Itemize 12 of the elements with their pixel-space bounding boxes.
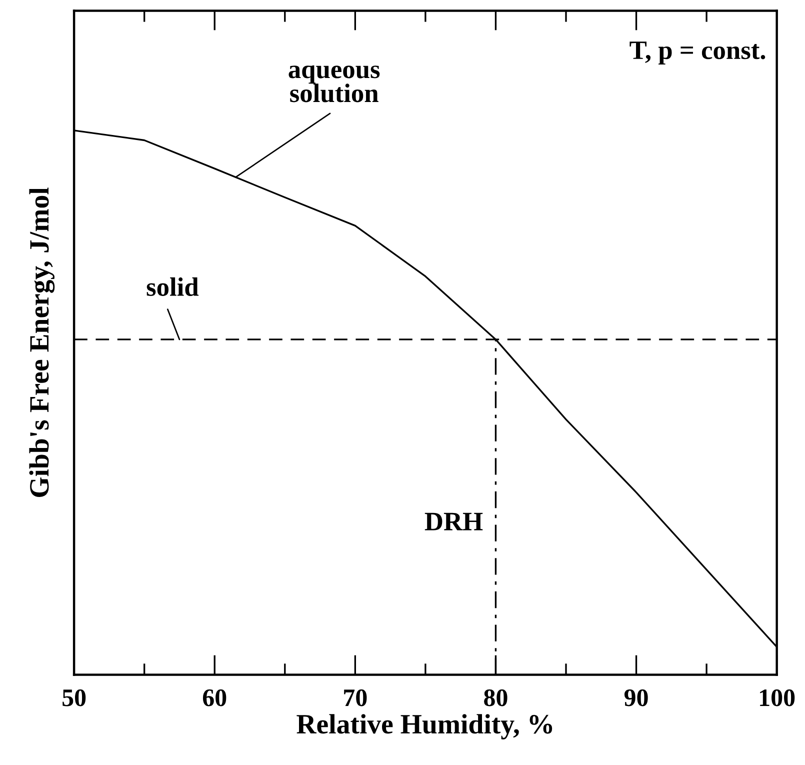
x-tick-label: 50 xyxy=(62,689,86,706)
y-axis-title: Gibb's Free Energy, J/mol xyxy=(29,188,55,497)
ref-line-label: DRH xyxy=(424,512,483,530)
x-tick-label: 70 xyxy=(344,689,367,706)
text: aqueous solution xyxy=(288,65,380,102)
x-tick-label: 100 xyxy=(760,689,795,706)
x-tick-label: 90 xyxy=(624,689,648,706)
text: T, p = const. xyxy=(630,42,766,65)
x-tick-label: 60 xyxy=(202,689,226,706)
x-axis-title: Relative Humidity, % xyxy=(296,714,552,740)
series-label: solid xyxy=(146,277,199,296)
x-tick-label: 80 xyxy=(484,689,508,706)
